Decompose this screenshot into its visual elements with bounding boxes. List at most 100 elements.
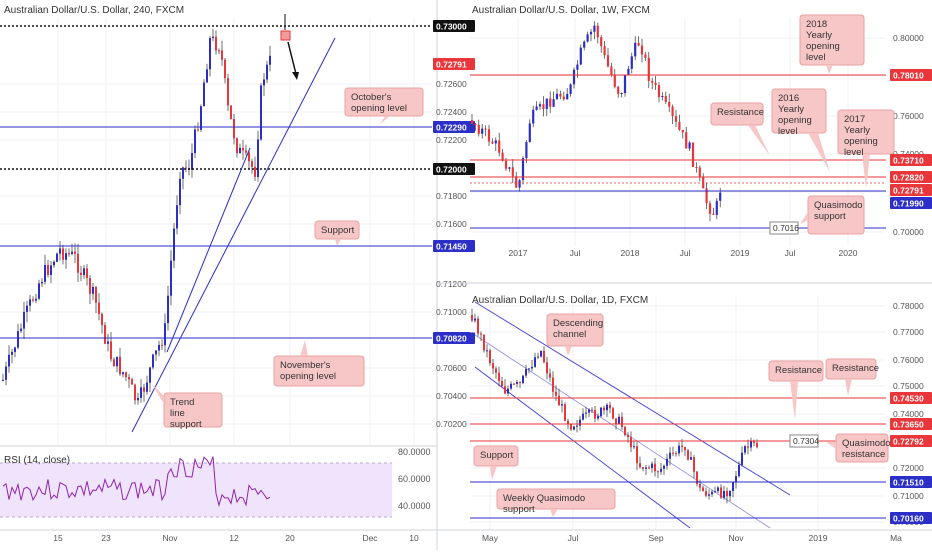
candle-body — [486, 350, 488, 352]
y-tick-label: 0.71800 — [436, 191, 467, 201]
candle-body — [14, 347, 16, 352]
x-tick-label: 2017 — [509, 248, 528, 258]
x-tick-label: 23 — [101, 533, 111, 543]
annotation-pointer — [800, 212, 808, 224]
annotation-callout: Quasimodo resistance — [826, 433, 891, 463]
candle-body — [627, 435, 629, 438]
annotation-text: 2018 Yearly opening level — [806, 19, 840, 63]
panel-240-annotations: October's opening level Support November's o… — [152, 87, 424, 430]
candle-body — [158, 344, 160, 351]
annotation-pointer — [490, 466, 497, 480]
candle-body — [513, 383, 515, 385]
candle-body — [491, 141, 494, 144]
candle-body — [678, 121, 681, 130]
candle-body — [56, 253, 58, 262]
panel-daily-title: Australian Dollar/U.S. Dollar, 1D, FXCM — [472, 295, 648, 306]
candle-body — [501, 152, 504, 161]
candle-body — [197, 129, 199, 131]
price-label: 0.72290 — [436, 123, 467, 133]
y-tick-label: 0.72400 — [436, 107, 467, 117]
y-tick-label: 0.74000 — [893, 409, 924, 419]
y-tick-label: 0.70600 — [436, 363, 467, 373]
candle-body — [470, 120, 474, 125]
annotation-pointer — [335, 239, 341, 246]
candle-body — [583, 41, 586, 48]
annotation-pointer — [845, 379, 852, 396]
price-label: 0.72791 — [436, 60, 467, 70]
x-tick-label: 2018 — [621, 248, 640, 258]
candle-body — [484, 128, 487, 130]
candle-body — [104, 325, 106, 344]
candle-body — [582, 413, 584, 420]
candle-body — [593, 25, 596, 32]
candle-body — [567, 420, 569, 425]
annotation-text: Trend line support — [170, 397, 202, 430]
candle-body — [2, 379, 4, 381]
candle-body — [708, 203, 712, 214]
annotation-callout: Trend line support — [152, 384, 223, 430]
panel-weekly: Australian Dollar/U.S. Dollar, 1W, FXCM … — [437, 5, 932, 284]
price-label-box — [433, 58, 475, 70]
candle-body — [498, 140, 501, 153]
candle-body — [660, 468, 662, 472]
candle-body — [564, 404, 566, 421]
candle-body — [678, 445, 680, 454]
candle-body — [681, 445, 683, 447]
candle-body — [511, 167, 514, 177]
candle-body — [693, 457, 695, 472]
candle-body — [170, 260, 172, 296]
annotation-pointer — [300, 340, 308, 356]
price-label-box — [890, 476, 932, 488]
candle-body — [610, 66, 613, 75]
annotation-callout: November's opening level — [273, 340, 365, 387]
annotation-pointer — [826, 442, 836, 449]
candle-body — [131, 379, 133, 385]
candle-body — [492, 363, 494, 369]
inline-price-box — [789, 434, 819, 448]
y-tick-label: 0.71200 — [436, 279, 467, 289]
candle-body — [477, 318, 479, 334]
price-label-box — [433, 163, 475, 175]
candle-body — [620, 92, 623, 94]
panel-240: Australian Dollar/U.S. Dollar, 240, FXCM… — [0, 0, 475, 550]
rsi-tick-60: 60.0000 — [398, 474, 431, 484]
candle-body — [239, 147, 241, 154]
candle-body — [540, 350, 542, 357]
candle-body — [594, 409, 596, 419]
price-label: 0.70820 — [436, 334, 467, 344]
candle-body — [518, 180, 521, 188]
candle-body — [474, 124, 477, 126]
y-tick-label: 0.70400 — [436, 391, 467, 401]
price-label: 0.73710 — [893, 156, 924, 166]
candle-body — [17, 331, 19, 348]
candle-body — [647, 57, 650, 81]
candle-body — [562, 96, 565, 100]
x-tick-label: Sep — [648, 533, 663, 543]
panel-240-y-axis: 0.72600 0.72400 0.72200 0.71800 0.71600 0.712… — [436, 79, 467, 429]
panel-240-title: Australian Dollar/U.S. Dollar, 240, FXCM — [4, 5, 184, 16]
annotation-box — [771, 88, 827, 134]
candle-body — [8, 354, 10, 367]
candle-body — [552, 99, 555, 107]
annotation-pointer — [565, 346, 572, 356]
panel-240-candles — [2, 28, 271, 405]
candle-body — [699, 484, 701, 488]
candle-body — [666, 458, 668, 466]
candle-body — [545, 98, 548, 109]
candle-body — [613, 74, 616, 87]
candle-body — [515, 176, 518, 188]
candle-body — [621, 416, 623, 427]
candle-body — [696, 471, 698, 485]
candle-body — [657, 471, 659, 473]
candle-body — [642, 467, 644, 469]
candle-body — [627, 68, 630, 75]
candle-body — [705, 491, 707, 496]
price-label: 0.71510 — [893, 478, 924, 488]
price-label: 0.72791 — [893, 186, 924, 196]
candle-body — [525, 141, 528, 159]
panel-daily-price-labels: 0.74530 0.73650 0.72792 0.71510 0.70160 0.730… — [789, 392, 932, 524]
candle-body — [504, 160, 508, 169]
candle-body — [119, 356, 121, 375]
